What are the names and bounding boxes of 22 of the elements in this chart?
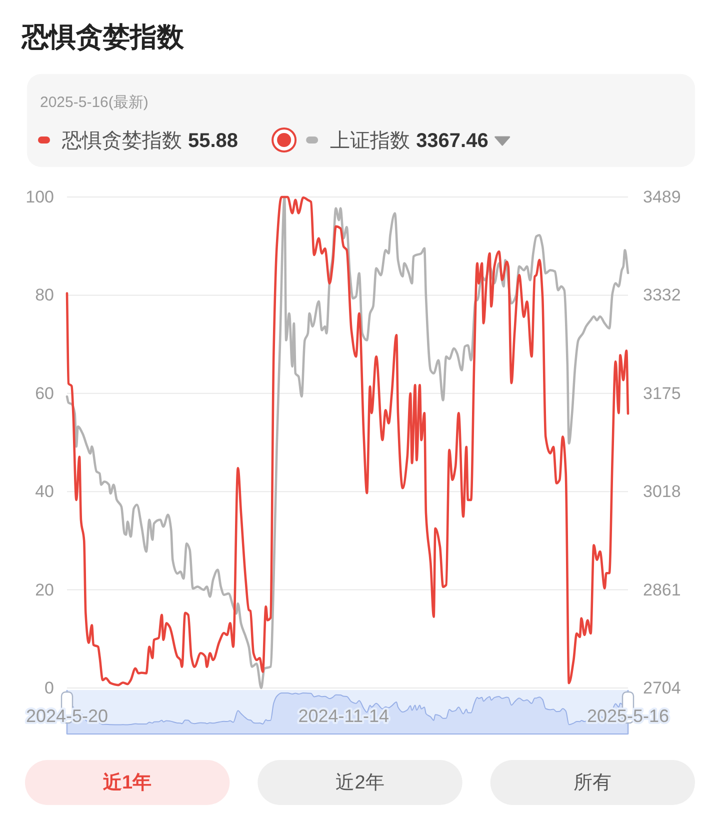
y-tick-label: 60 (35, 384, 54, 403)
chart-title: 恐惧贪婪指数 (21, 22, 185, 52)
y-tick-label: 20 (35, 580, 54, 600)
legend-label: 上证指数 (330, 130, 410, 152)
y-tick-label: 0 (44, 678, 54, 698)
y2-tick-label: 2861 (643, 580, 681, 600)
x-tick-label: 2024-11-14 (298, 706, 389, 726)
legend-label: 恐惧贪婪指数 (61, 130, 182, 152)
y-tick-label: 40 (35, 482, 54, 502)
y2-tick-label: 2704 (643, 678, 681, 698)
y2-tick-label: 3332 (643, 286, 681, 305)
y2-tick-label: 3018 (643, 482, 681, 502)
y2-tick-label: 3489 (643, 188, 681, 206)
chart-subtitle: 2025-5-16(最新) (40, 94, 148, 111)
text: 3367.46 (416, 130, 488, 152)
y-tick-label: 80 (35, 286, 54, 305)
button: 近1年 (25, 760, 230, 805)
button: 所有 (490, 760, 695, 805)
text: 55.88 (188, 130, 238, 152)
button: 近2年 (258, 760, 462, 805)
y-tick-label: 100 (26, 188, 54, 206)
y2-tick-label: 3175 (643, 384, 681, 403)
